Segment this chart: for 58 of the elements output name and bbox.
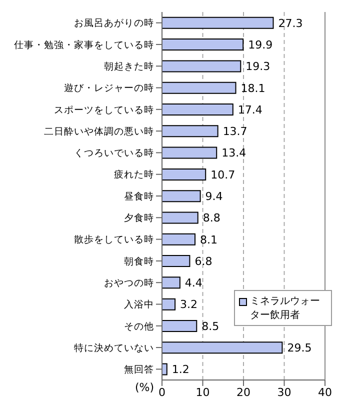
y-tick-label: スポーツをしている時 [54,104,154,116]
x-axis-title: (%) [134,380,154,394]
data-label: 4.4 [184,276,202,290]
bar [162,60,242,72]
legend-label: ミネラルウォーター飲用者 [250,295,321,322]
y-tick-label: 二日酔いや体調の悪い時 [44,125,154,138]
bar [162,276,180,289]
x-tick-label: 30 [277,386,292,399]
bar [162,190,201,202]
x-tick-label: 20 [236,386,250,399]
data-label: 29.5 [287,342,312,355]
x-tick-label: 0 [158,386,166,399]
bar [162,125,218,138]
y-tick-label: 昼食時 [124,190,154,202]
data-label: 8.8 [202,212,220,225]
y-tick-label: 無回答 [124,364,154,376]
bar [162,104,234,116]
data-label: 19.3 [246,60,270,74]
data-label: 8.1 [200,233,218,246]
data-label: 6.8 [194,254,212,268]
bar [162,320,198,332]
y-tick-label: 散歩をしている時 [74,234,154,246]
data-label: 3.2 [180,298,198,312]
data-label: 19.9 [248,38,273,52]
y-tick-label: おやつの時 [104,276,154,289]
data-label: 17.4 [238,103,262,116]
bar [162,363,168,376]
data-label: 8.5 [202,320,220,333]
y-tick-label: 朝食時 [124,255,154,268]
bar [162,16,274,29]
bar [162,82,236,94]
data-label: 13.4 [222,146,246,160]
data-label: 10.7 [210,168,236,182]
data-label: 27.3 [278,16,303,30]
y-tick-label: お風呂あがりの時 [74,17,154,30]
y-tick-label: 入浴中 [124,298,154,311]
bar [162,212,198,224]
y-tick-label: 朝起きた時 [104,60,154,72]
bar [162,255,190,268]
x-tick-label: 40 [318,386,332,399]
data-label: 18.1 [240,82,266,95]
y-tick-label: くつろいでいる時 [74,147,154,160]
bar [162,168,206,180]
y-tick-label: その他 [124,320,154,332]
bar [162,342,283,354]
y-tick-label: 特に決めていない [74,342,154,354]
bar [162,38,244,51]
bar [162,146,218,159]
bar [162,298,176,310]
data-label: 9.4 [205,190,223,203]
y-tick-label: 夕食時 [124,212,154,224]
data-label: 13.7 [222,125,248,138]
y-tick-label: 遊び・レジャーの時 [64,82,154,94]
bar [162,233,196,246]
y-tick-label: 仕事・勉強・家事をしている時 [14,38,154,51]
x-tick-label: 10 [196,386,210,399]
data-label: 1.2 [172,363,190,376]
y-tick-label: 疲れた時 [114,168,154,181]
